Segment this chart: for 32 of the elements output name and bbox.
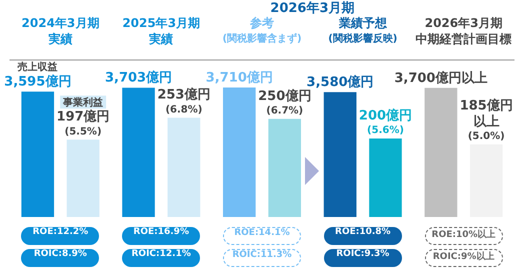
- text: ROIC:8.9%: [21, 249, 100, 267]
- bar: [268, 118, 302, 217]
- data-label: 200億円 (5.6%): [358, 107, 412, 136]
- text: ROE:12.2%: [21, 227, 100, 245]
- text: ROE:10%以上: [424, 227, 503, 245]
- bar: [168, 118, 200, 217]
- text: 事業利益: [62, 96, 104, 108]
- text: ROIC:11.3%: [223, 249, 301, 267]
- data-label: 3,703億円: [104, 70, 172, 86]
- x-tick-label: 参考 (関税影響含まず): [222, 16, 302, 45]
- data-label: 3,700億円以上: [394, 70, 488, 86]
- x-tick-label: 2024年3月期実績: [22, 16, 100, 46]
- data-label: 3,595億円: [4, 73, 72, 90]
- text: ROE:16.9%: [122, 227, 200, 245]
- text: ROE:14.1%: [223, 227, 301, 245]
- data-label: 253億円 (6.8%): [157, 86, 210, 116]
- bar: [369, 138, 402, 217]
- text: ROIC:9%以上: [424, 249, 503, 267]
- text: ROIC:12.1%: [122, 249, 200, 267]
- data-label: 197億円 (5.5%): [56, 108, 110, 138]
- data-label: 185億円以上 (5.0%): [460, 97, 513, 142]
- series-label: 売上収益: [18, 61, 58, 74]
- text: ROIC:9.3%: [324, 249, 402, 267]
- text: ROE:10.8%: [324, 227, 402, 245]
- x-tick-label: 業績予想 (関税影響反映): [328, 16, 398, 45]
- text: 2026年3月期: [270, 0, 355, 16]
- data-label: 3,580億円: [306, 74, 374, 90]
- data-label: 250億円 (6.7%): [258, 88, 312, 116]
- x-tick-label: 2025年3月期実績: [122, 16, 200, 46]
- x-tick-label: 2026年3月期中期経営計画目標: [416, 16, 512, 46]
- data-label: 3,710億円: [206, 69, 273, 86]
- bar: [66, 140, 100, 217]
